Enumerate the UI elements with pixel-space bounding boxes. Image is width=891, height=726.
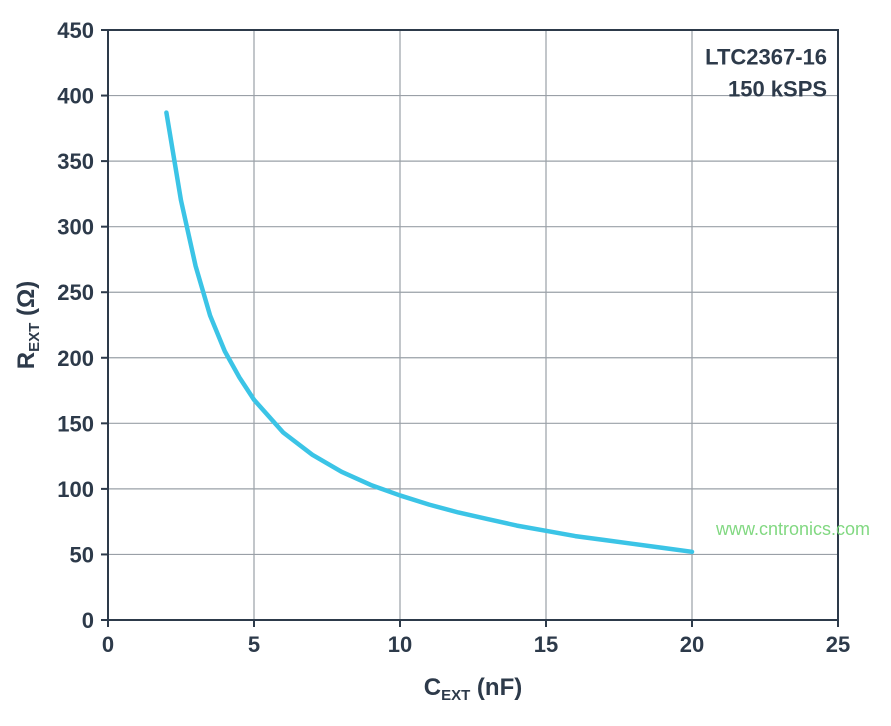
x-tick-label: 10 (388, 632, 412, 657)
x-axis-title-main: C (424, 674, 441, 701)
x-tick-label: 20 (680, 632, 704, 657)
x-tick-label: 25 (826, 632, 850, 657)
y-tick-label: 150 (57, 411, 94, 436)
y-tick-label: 450 (57, 18, 94, 43)
chart-background (0, 0, 891, 726)
y-tick-label: 350 (57, 149, 94, 174)
y-tick-label: 50 (70, 542, 94, 567)
x-tick-label: 15 (534, 632, 558, 657)
x-axis-title-unit: (nF) (470, 674, 522, 701)
x-axis-title-sub: EXT (441, 687, 470, 704)
x-tick-label: 5 (248, 632, 260, 657)
y-tick-label: 250 (57, 280, 94, 305)
x-tick-label: 0 (102, 632, 114, 657)
y-tick-label: 0 (82, 608, 94, 633)
y-tick-label: 100 (57, 477, 94, 502)
y-axis-title-unit: (Ω) (13, 281, 40, 323)
x-axis-title: CEXT (nF) (424, 674, 523, 704)
legend-line-2: 150 kSPS (728, 77, 827, 102)
y-tick-label: 300 (57, 215, 94, 240)
y-axis-title-main: R (13, 352, 40, 369)
watermark-text: www.cntronics.com (715, 519, 870, 539)
y-tick-label: 200 (57, 346, 94, 371)
legend-line-1: LTC2367-16 (705, 44, 827, 69)
y-tick-label: 400 (57, 84, 94, 109)
y-axis-title-sub: EXT (26, 323, 43, 352)
